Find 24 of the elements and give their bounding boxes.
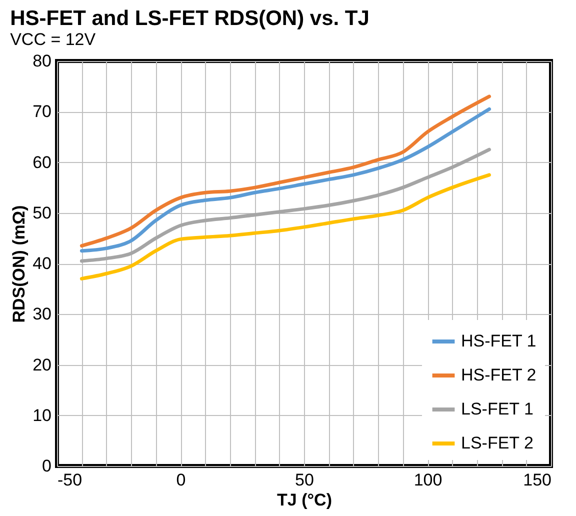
y-tick-label: 20: [32, 355, 52, 374]
chart-title: HS-FET and LS-FET RDS(ON) vs. TJ: [10, 7, 370, 30]
y-tick-label: 0: [42, 456, 52, 476]
y-tick-label: 80: [32, 52, 52, 70]
y-tick-label: 30: [32, 304, 52, 324]
y-tick-label: 10: [32, 406, 52, 425]
y-tick-label: 40: [32, 254, 52, 273]
y-tick-label: 70: [32, 102, 52, 122]
chart-subtitle: VCC = 12V: [10, 30, 96, 49]
x-tick-label: -50: [58, 470, 82, 490]
y-axis-title: RDS(ON) (mΩ): [10, 205, 29, 323]
legend-label: LS-FET 1: [461, 400, 534, 418]
y-tick-label: 50: [32, 203, 52, 222]
x-axis-title: TJ (°C): [277, 490, 332, 510]
legend-label: LS-FET 2: [461, 434, 534, 452]
x-tick-label: 0: [176, 470, 186, 490]
legend-label: HS-FET 2: [461, 366, 536, 384]
line-series: [80, 173, 491, 280]
line-series: [80, 148, 491, 263]
x-tick-label: 100: [414, 470, 442, 490]
x-tick-label: 50: [295, 470, 314, 490]
x-tick-label: 150: [523, 470, 552, 490]
legend-label: HS-FET 1: [461, 332, 536, 350]
y-tick-label: 60: [32, 152, 52, 172]
